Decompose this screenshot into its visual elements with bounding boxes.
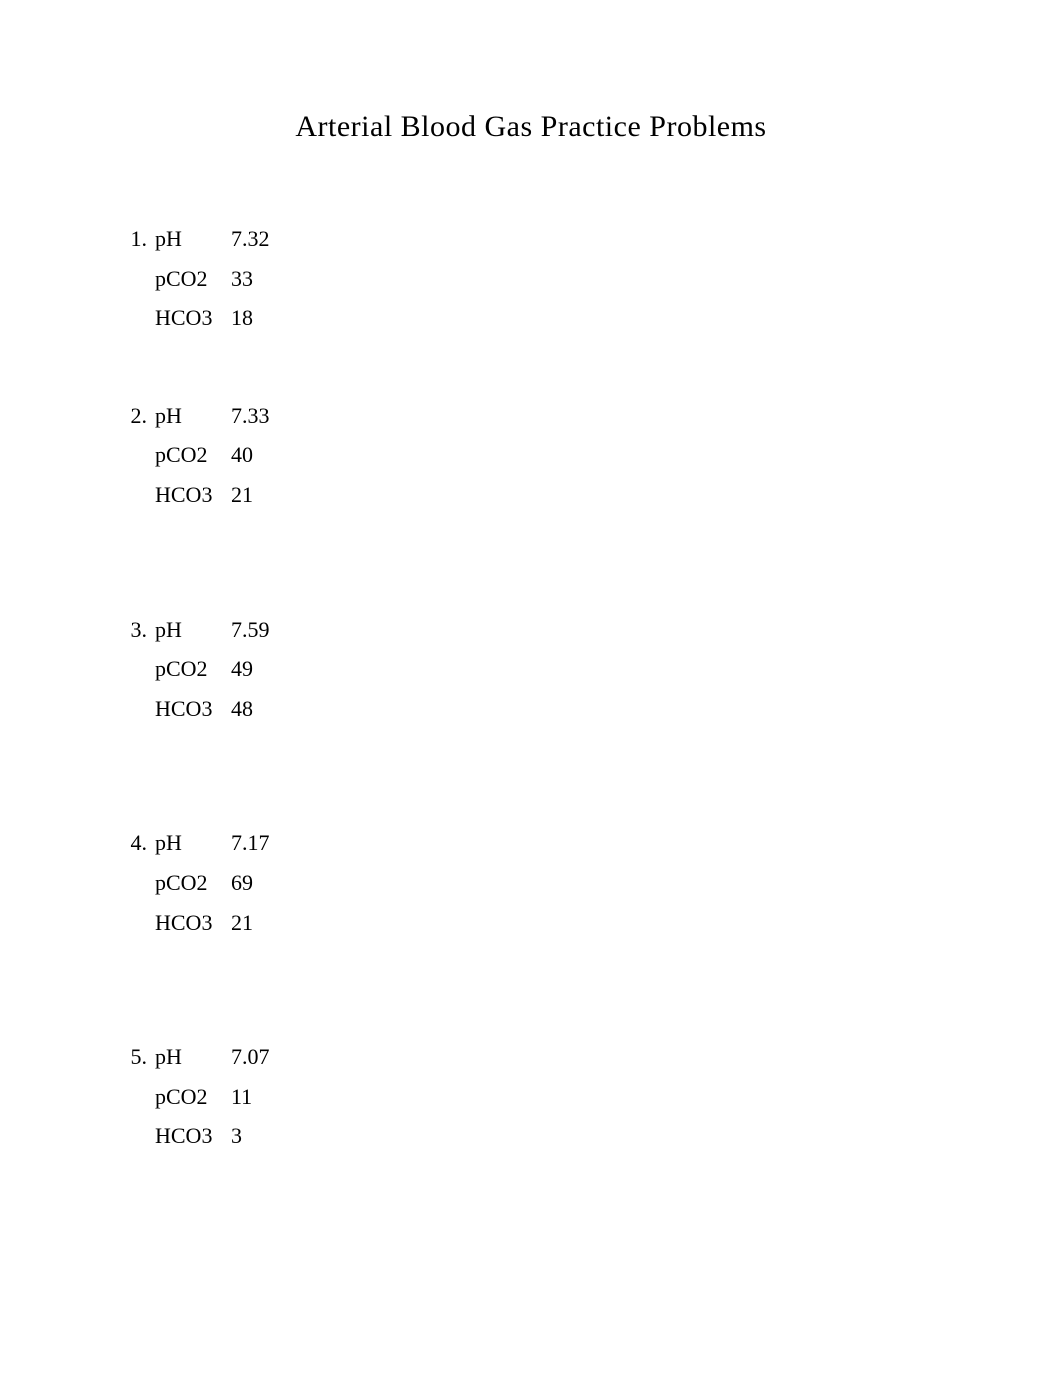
problem-row: HCO3 21: [120, 475, 942, 515]
problem-number: 3.: [120, 610, 155, 650]
problem-2: 2. pH 7.33 pCO2 40 HCO3 21: [120, 396, 942, 515]
measurement-label: pCO2: [155, 649, 223, 689]
problem-row: HCO3 48: [120, 689, 942, 729]
measurement-label: pH: [155, 1037, 223, 1077]
measurement-label: HCO3: [155, 298, 223, 338]
measurement-label: pCO2: [155, 1077, 223, 1117]
measurement-label: pH: [155, 396, 223, 436]
problem-row: pCO2 49: [120, 649, 942, 689]
problem-5: 5. pH 7.07 pCO2 11 HCO3 3: [120, 1037, 942, 1156]
measurement-value: 49: [223, 649, 253, 689]
problem-row: pCO2 40: [120, 435, 942, 475]
problems-list: 1. pH 7.32 pCO2 33 HCO3 18 2. pH 7.33 pC…: [120, 219, 942, 1156]
measurement-value: 11: [223, 1077, 252, 1117]
measurement-label: pH: [155, 610, 223, 650]
problem-row: pCO2 69: [120, 863, 942, 903]
measurement-value: 7.17: [223, 823, 270, 863]
page-title: Arterial Blood Gas Practice Problems: [120, 110, 942, 144]
measurement-label: HCO3: [155, 1116, 223, 1156]
problem-row: HCO3 21: [120, 903, 942, 943]
measurement-value: 7.07: [223, 1037, 270, 1077]
problem-row: 1. pH 7.32: [120, 219, 942, 259]
problem-row: pCO2 33: [120, 259, 942, 299]
problem-row: 4. pH 7.17: [120, 823, 942, 863]
problem-row: 3. pH 7.59: [120, 610, 942, 650]
problem-number: 5.: [120, 1037, 155, 1077]
measurement-value: 48: [223, 689, 253, 729]
measurement-value: 40: [223, 435, 253, 475]
measurement-label: pCO2: [155, 259, 223, 299]
problem-row: 2. pH 7.33: [120, 396, 942, 436]
measurement-value: 7.33: [223, 396, 270, 436]
measurement-label: pCO2: [155, 863, 223, 903]
measurement-label: HCO3: [155, 475, 223, 515]
measurement-value: 21: [223, 903, 253, 943]
problem-number: 1.: [120, 219, 155, 259]
measurement-label: pCO2: [155, 435, 223, 475]
problem-number: 2.: [120, 396, 155, 436]
measurement-value: 18: [223, 298, 253, 338]
measurement-label: pH: [155, 823, 223, 863]
problem-row: 5. pH 7.07: [120, 1037, 942, 1077]
problem-row: pCO2 11: [120, 1077, 942, 1117]
problem-number: 4.: [120, 823, 155, 863]
measurement-value: 21: [223, 475, 253, 515]
problem-1: 1. pH 7.32 pCO2 33 HCO3 18: [120, 219, 942, 338]
measurement-value: 7.32: [223, 219, 270, 259]
problem-row: HCO3 18: [120, 298, 942, 338]
measurement-value: 33: [223, 259, 253, 299]
measurement-label: pH: [155, 219, 223, 259]
problem-3: 3. pH 7.59 pCO2 49 HCO3 48: [120, 610, 942, 729]
measurement-label: HCO3: [155, 689, 223, 729]
problem-row: HCO3 3: [120, 1116, 942, 1156]
measurement-label: HCO3: [155, 903, 223, 943]
measurement-value: 69: [223, 863, 253, 903]
problem-4: 4. pH 7.17 pCO2 69 HCO3 21: [120, 823, 942, 942]
measurement-value: 3: [223, 1116, 242, 1156]
measurement-value: 7.59: [223, 610, 270, 650]
